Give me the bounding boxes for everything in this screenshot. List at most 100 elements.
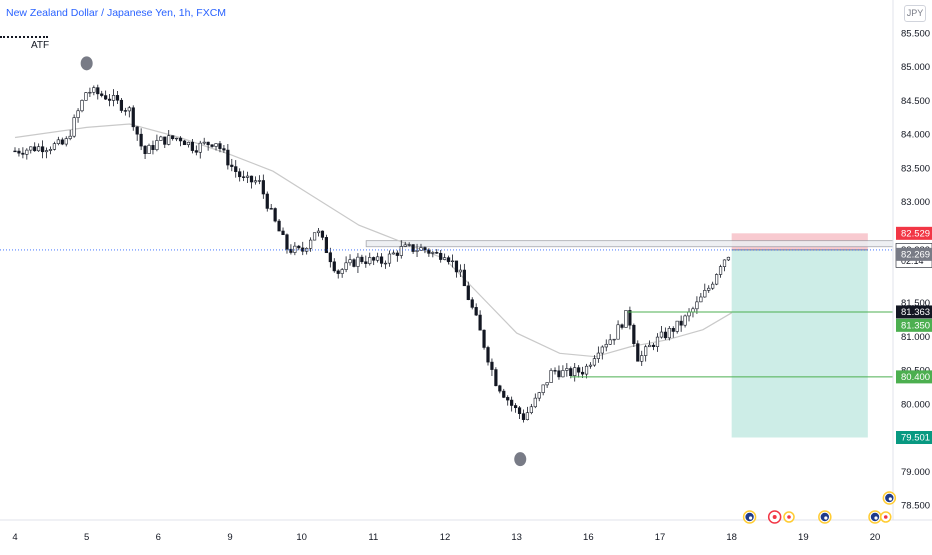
- candle-body: [715, 274, 719, 285]
- candle-body: [242, 176, 246, 178]
- event-ring-dot-icon: [772, 515, 777, 519]
- candle-body: [596, 352, 600, 359]
- candle-body: [671, 328, 675, 332]
- candle-body: [84, 92, 88, 101]
- candle-body: [348, 259, 352, 264]
- candle-body: [56, 139, 60, 144]
- candle-body: [40, 146, 45, 153]
- candle-body: [628, 310, 632, 326]
- candle-body: [695, 301, 699, 310]
- event-flag-star-icon: [748, 516, 753, 520]
- candle-body: [21, 152, 25, 155]
- candle-body: [588, 364, 593, 367]
- event-dot-center-icon: [883, 515, 888, 519]
- x-tick-label: 9: [227, 532, 232, 543]
- currency-button[interactable]: JPY: [904, 5, 926, 22]
- candle-body: [699, 296, 703, 303]
- candle-body: [703, 290, 707, 298]
- candle-body: [431, 252, 435, 254]
- candle-body: [600, 346, 604, 354]
- candle-body: [446, 257, 451, 262]
- range-boxes: [365, 240, 894, 248]
- candle-body: [316, 230, 321, 234]
- atf-indicator-label: ATF: [31, 40, 50, 51]
- candle-body: [368, 257, 372, 264]
- candle-body: [111, 95, 116, 101]
- candle-body: [320, 230, 325, 238]
- range-box: [365, 240, 894, 248]
- candle-body: [178, 137, 183, 142]
- candle-body: [171, 135, 175, 140]
- candle-body: [726, 256, 731, 261]
- candle-body: [687, 311, 691, 317]
- candle-body: [419, 247, 423, 251]
- candle-body: [722, 259, 727, 267]
- candle-body: [506, 397, 510, 401]
- price-label: 81.350: [901, 320, 930, 331]
- candle-body: [478, 314, 482, 331]
- candle-body: [265, 193, 269, 209]
- candle-body: [245, 175, 250, 178]
- candle-body: [458, 269, 463, 273]
- y-tick-label: 80.000: [901, 399, 930, 410]
- candle-body: [68, 135, 72, 139]
- candle-body: [182, 140, 187, 146]
- candle-body: [72, 117, 76, 137]
- candle-body: [297, 245, 301, 249]
- candle-body: [561, 370, 565, 378]
- candle-body: [644, 346, 648, 356]
- candle-body: [553, 370, 557, 372]
- candle-body: [620, 324, 624, 328]
- level-lines: [0, 249, 893, 378]
- candle-body: [37, 146, 41, 152]
- candle-body: [64, 138, 68, 145]
- price-label-bg: [896, 431, 932, 445]
- candle-body: [309, 239, 313, 249]
- candle-body: [13, 150, 17, 153]
- y-tick-label: 83.000: [901, 197, 930, 208]
- candle-body: [648, 344, 652, 348]
- candles: [13, 84, 731, 423]
- candle-body: [608, 339, 612, 345]
- candle-body: [108, 98, 112, 101]
- candle-body: [344, 262, 348, 270]
- candle-body: [651, 344, 656, 347]
- candle-body: [640, 355, 644, 362]
- candle-body: [234, 166, 238, 172]
- candle-body: [435, 252, 439, 254]
- price-label: 81.363: [901, 307, 930, 318]
- candle-body: [624, 310, 628, 328]
- candle-body: [25, 149, 29, 155]
- event-dot-center-icon: [787, 515, 791, 519]
- candle-body: [285, 234, 289, 250]
- candle-body: [238, 171, 242, 178]
- candle-body: [494, 369, 498, 387]
- y-tick-label: 81.500: [901, 298, 930, 309]
- candle-body: [584, 365, 589, 375]
- candle-body: [502, 390, 506, 398]
- candle-body: [293, 245, 297, 253]
- candle-body: [202, 141, 206, 144]
- candle-body: [711, 283, 715, 289]
- candle-body: [521, 413, 526, 420]
- candle-body: [513, 405, 518, 409]
- candle-body: [186, 141, 191, 146]
- price-label: 79.501: [901, 433, 930, 444]
- candle-body: [332, 261, 336, 272]
- candle-body: [679, 320, 683, 326]
- candle-body: [490, 361, 494, 370]
- price-label: 82.269: [901, 249, 930, 260]
- candle-body: [395, 252, 399, 256]
- candle-body: [411, 244, 415, 252]
- candle-body: [364, 261, 368, 264]
- candle-body: [466, 285, 470, 301]
- candle-body: [96, 87, 100, 95]
- candle-body: [127, 107, 131, 112]
- candle-body: [198, 142, 202, 153]
- x-tick-label: 18: [726, 532, 737, 543]
- candle-body: [230, 164, 234, 167]
- candle-body: [577, 367, 581, 373]
- candle-body: [139, 133, 143, 147]
